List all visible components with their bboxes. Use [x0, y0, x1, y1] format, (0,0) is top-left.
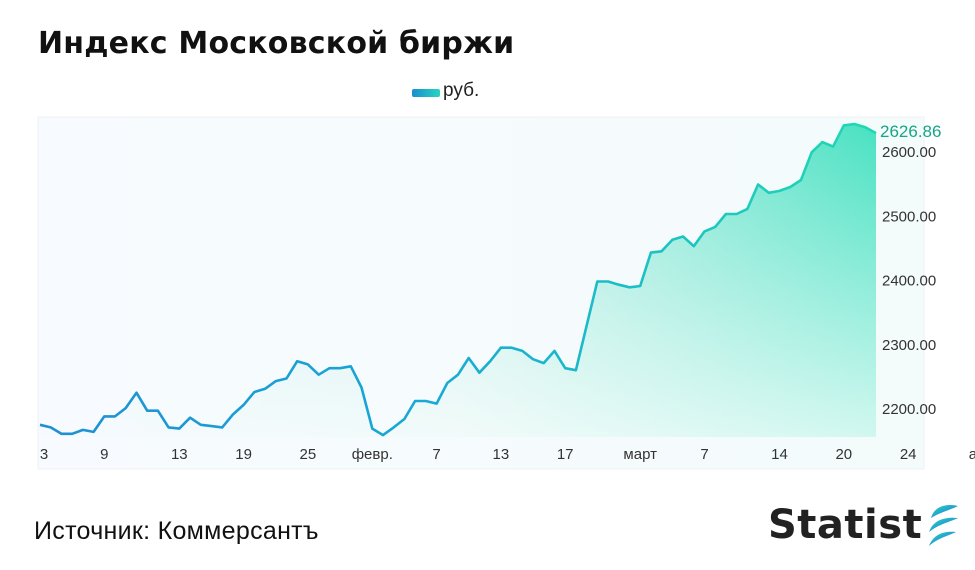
x-tick-label: 24 [900, 446, 917, 463]
y-tick-label: 2300.00 [882, 337, 936, 354]
x-tick-label: апр. [969, 446, 975, 463]
area-layer [40, 124, 876, 437]
y-tick-label: 2500.00 [882, 208, 936, 225]
x-tick-label: февр. [352, 446, 393, 463]
series-area-fade [40, 124, 876, 437]
legend: руб. [412, 80, 479, 102]
x-tick-label: 3 [40, 446, 48, 463]
x-tick-label: 14 [771, 446, 788, 463]
brand-name: Statist [768, 502, 923, 548]
x-tick-label: 17 [557, 446, 574, 463]
source-note: Источник: Коммерсантъ [34, 517, 319, 545]
y-tick-label: 2200.00 [882, 401, 936, 418]
last-value: 2626.86 [880, 122, 941, 141]
statista-wave-icon [929, 505, 959, 546]
chart-svg: 2200.00 2300.00 2400.00 2500.00 2600.00 3 9 13… [37, 116, 975, 470]
x-tick-label: март [623, 446, 657, 463]
x-tick-label: 9 [100, 446, 108, 463]
legend-swatch [412, 89, 440, 97]
x-tick-label: 25 [300, 446, 317, 463]
x-tick-label: 7 [700, 446, 708, 463]
line-layer [39, 122, 877, 437]
chart-title: Индекс Московской биржи [38, 26, 515, 61]
y-tick-label: 2400.00 [882, 273, 936, 290]
y-tick-label: 2600.00 [882, 144, 936, 161]
x-tick-label: 20 [835, 446, 852, 463]
series-line [39, 122, 877, 437]
y-axis: 2200.00 2300.00 2400.00 2500.00 2600.00 [882, 144, 936, 418]
x-tick-label: 19 [235, 446, 252, 463]
last-value-label: 2626.86 [880, 122, 941, 141]
x-tick-label: 13 [493, 446, 510, 463]
legend-label: руб. [443, 80, 480, 101]
x-tick-label: 13 [171, 446, 188, 463]
statista-logo: Statist [768, 502, 962, 548]
x-tick-label: 7 [432, 446, 440, 463]
